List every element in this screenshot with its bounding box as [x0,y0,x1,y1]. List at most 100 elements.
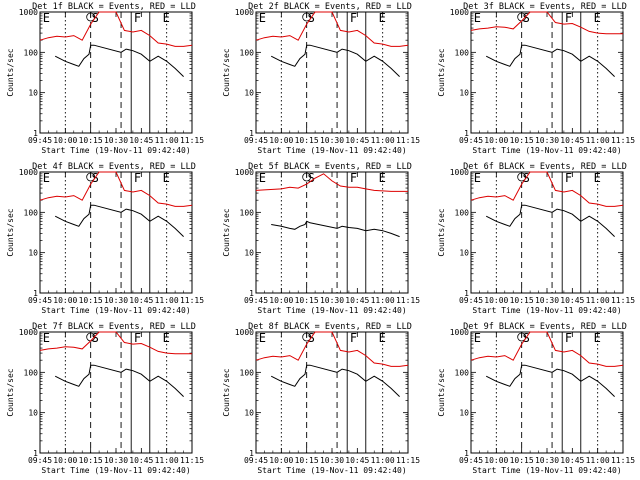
det6f-x-tick-label: 10:30 [535,296,559,305]
det5f-marker-circle [302,172,312,182]
det7f-y-tick-label: 10 [28,409,38,418]
det8f-marker-letter: F [350,331,357,345]
det9f-x-tick-label: 09:45 [459,456,483,465]
det5f-panel: Det 5f BLACK = Events, RED = LLD 1 10 100 10… [222,162,420,315]
det7f-y-tick-label: 1000 [19,328,38,337]
det1f-x-tick-label: 10:30 [104,136,128,145]
det8f-events-series-line [270,364,400,397]
det3f-marker-letter: E [594,11,601,25]
det2f-y-axis-label: Counts/sec [222,48,231,96]
det9f-title: Det 9f BLACK = Events, RED = LLD [463,322,627,332]
det4f-marker-circle [86,172,96,182]
det9f-y-tick-label: 1000 [450,328,469,337]
det9f-panel: Det 9f BLACK = Events, RED = LLD 1 10 100 10… [437,322,635,475]
det8f-marker-circle [302,332,312,342]
det6f-x-tick-label: 11:00 [586,296,610,305]
det2f-x-tick-label: 09:45 [244,136,268,145]
det1f-lld-series-line [39,11,193,47]
det2f-marker-letter: E [379,11,386,25]
det5f-x-tick-label: 10:15 [295,296,319,305]
det8f-marker-letter: E [379,331,386,345]
det5f-x-tick-label: 11:00 [371,296,395,305]
det2f-marker-letter: E [259,11,266,25]
det3f-x-tick-label: 10:00 [484,136,508,145]
det7f-events-series-line [54,364,184,397]
det7f-marker-letter: E [43,331,50,345]
det6f-x-tick-label: 09:45 [459,296,483,305]
det1f-x-tick-label: 11:15 [180,136,204,145]
det6f-x-tick-label: 11:15 [611,296,635,305]
det7f-y-tick-label: 1 [33,449,38,458]
det5f-x-tick-label: 10:45 [345,296,369,305]
det8f-marker-letter: E [259,331,266,345]
det1f-x-tick-label: 10:15 [79,136,103,145]
det5f-x-axis-label: Start Time (19-Nov-11 09:42:40) [257,306,406,315]
det8f-y-tick-label: 10 [244,409,254,418]
det5f-x-tick-label: 09:45 [244,296,268,305]
det6f-lld-series-line [470,171,624,207]
det4f-y-tick-label: 100 [24,208,39,217]
det2f-x-tick-label: 10:15 [295,136,319,145]
det3f-events-series-line [485,44,615,77]
det7f-marker-letter: S [92,331,99,345]
det4f-x-tick-label: 11:15 [180,296,204,305]
det8f-x-tick-label: 10:00 [269,456,293,465]
det9f-x-tick-label: 10:00 [484,456,508,465]
det3f-y-tick-label: 1 [464,129,469,138]
det7f-x-tick-label: 10:00 [53,456,77,465]
det3f-y-tick-label: 100 [455,48,470,57]
det5f-marker-letter: E [259,171,266,185]
det5f-x-tick-label: 10:30 [320,296,344,305]
det3f-x-tick-label: 11:15 [611,136,635,145]
det5f-lld-series-line [255,173,408,192]
det1f-y-tick-label: 10 [28,89,38,98]
det1f-marker-letter: E [163,11,170,25]
det8f-x-tick-label: 11:00 [371,456,395,465]
det2f-marker-letter: F [350,11,357,25]
det5f-y-tick-label: 1000 [235,168,254,177]
det7f-x-tick-label: 11:00 [155,456,179,465]
det7f-x-tick-label: 10:15 [79,456,103,465]
det4f-y-tick-label: 1 [33,289,38,298]
det4f-y-tick-label: 1000 [19,168,38,177]
det1f-x-axis-label: Start Time (19-Nov-11 09:42:40) [41,146,190,155]
det4f-y-axis-label: Counts/sec [6,208,15,256]
det5f-y-axis-label: Counts/sec [222,208,231,256]
det9f-y-tick-label: 1 [464,449,469,458]
det9f-y-tick-label: 10 [459,409,469,418]
det4f-x-tick-label: 10:15 [79,296,103,305]
det3f-x-tick-label: 09:45 [459,136,483,145]
det4f-frame [39,171,193,294]
det9f-x-tick-label: 10:15 [510,456,534,465]
det9f-x-tick-label: 10:45 [560,456,584,465]
det2f-events-series-line [270,44,400,77]
det7f-panel: Det 7f BLACK = Events, RED = LLD 1 10 100 10… [6,322,204,475]
det8f-title: Det 8f BLACK = Events, RED = LLD [248,322,412,332]
det9f-y-tick-label: 100 [455,368,470,377]
det4f-title: Det 4f BLACK = Events, RED = LLD [32,162,196,172]
det2f-y-tick-label: 1000 [235,8,254,17]
det6f-x-tick-label: 10:15 [510,296,534,305]
det3f-x-tick-label: 10:15 [510,136,534,145]
det8f-frame [255,331,409,454]
det6f-y-tick-label: 1 [464,289,469,298]
det1f-y-tick-label: 100 [24,48,39,57]
det5f-marker-letter: S [308,171,315,185]
det8f-x-tick-label: 10:45 [345,456,369,465]
det2f-y-tick-label: 100 [240,48,255,57]
det4f-marker-letter: E [43,171,50,185]
det1f-y-axis-label: Counts/sec [6,48,15,96]
det9f-x-tick-label: 10:30 [535,456,559,465]
det7f-x-axis-label: Start Time (19-Nov-11 09:42:40) [41,466,190,475]
det6f-x-axis-label: Start Time (19-Nov-11 09:42:40) [472,306,621,315]
det1f-x-tick-label: 11:00 [155,136,179,145]
det8f-panel: Det 8f BLACK = Events, RED = LLD 1 10 100 10… [222,322,420,475]
det3f-x-tick-label: 10:30 [535,136,559,145]
det5f-events-series-line [271,220,400,238]
det1f-events-series-line [54,44,184,77]
det1f-y-tick-label: 1 [33,129,38,138]
det4f-x-tick-label: 10:00 [53,296,77,305]
det5f-x-tick-label: 11:15 [396,296,420,305]
det6f-x-tick-label: 10:45 [560,296,584,305]
